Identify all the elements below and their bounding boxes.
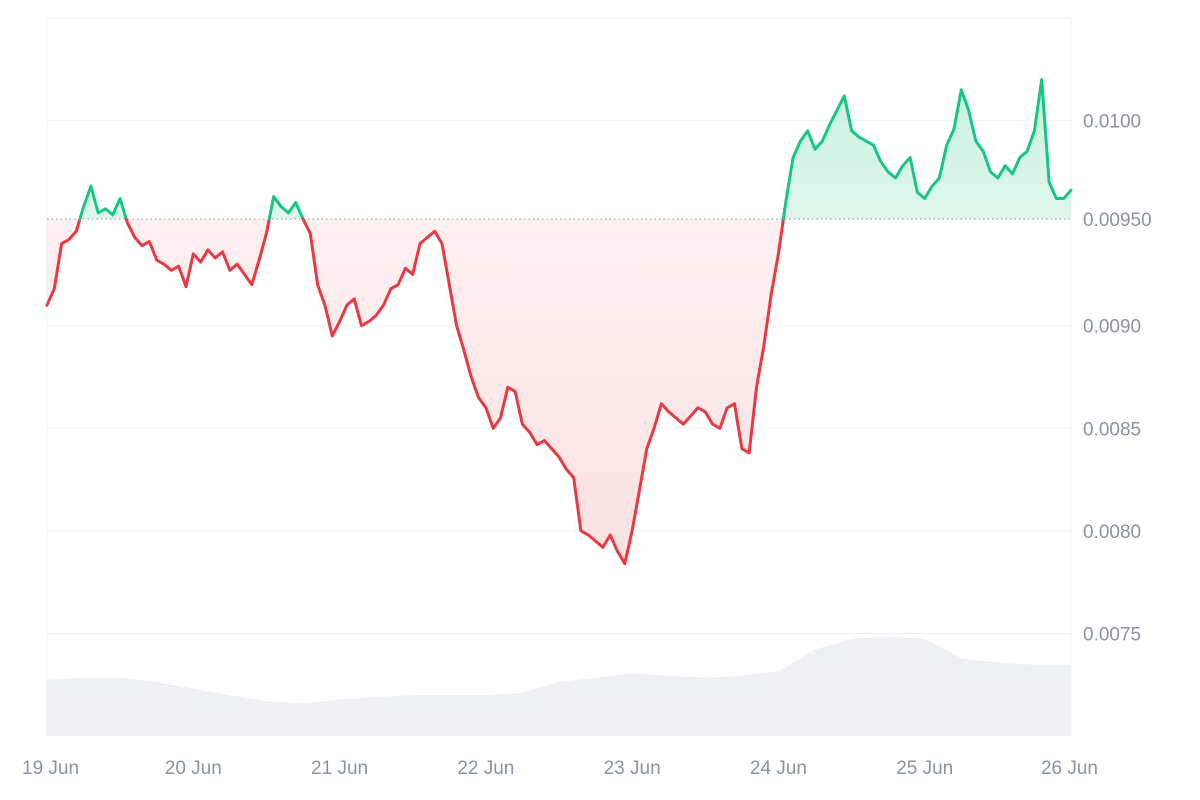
y-tick-label: 0.00950 — [1083, 210, 1152, 231]
fill-layer — [47, 79, 1071, 564]
price-line-up — [78, 184, 128, 221]
price-line-up — [781, 78, 1073, 221]
x-tick-label: 23 Jun — [604, 758, 661, 779]
area-below-baseline — [303, 219, 784, 564]
y-tick-label: 0.0085 — [1083, 419, 1141, 440]
area-above-baseline — [783, 79, 1071, 219]
x-tick-label: 26 Jun — [1041, 758, 1098, 779]
y-tick-label: 0.0090 — [1083, 317, 1141, 338]
x-tick-label: 19 Jun — [22, 758, 79, 779]
y-tick-label: 0.0075 — [1083, 624, 1141, 645]
area-below-baseline — [47, 219, 80, 306]
area-below-baseline — [126, 219, 270, 287]
x-axis-ticks: 19 Jun 20 Jun 21 Jun 22 Jun 23 Jun 24 Jun 25 J… — [22, 758, 1098, 779]
x-tick-label: 25 Jun — [896, 758, 953, 779]
y-tick-label: 0.0080 — [1083, 522, 1141, 543]
x-tick-label: 20 Jun — [165, 758, 222, 779]
price-line-down — [124, 217, 271, 289]
x-tick-label: 22 Jun — [457, 758, 514, 779]
x-tick-label: 24 Jun — [750, 758, 807, 779]
price-line-up — [267, 195, 305, 221]
volume-layer — [47, 636, 1071, 736]
price-line-down — [45, 217, 82, 307]
volume-area — [47, 636, 1071, 736]
x-tick-label: 21 Jun — [311, 758, 368, 779]
price-line-down — [301, 217, 785, 566]
line-layer — [45, 78, 1073, 566]
y-tick-label: 0.0100 — [1083, 112, 1141, 133]
y-axis-ticks: 0.0075 0.0080 0.0085 0.0090 0.00950 0.0100 — [1083, 112, 1152, 646]
